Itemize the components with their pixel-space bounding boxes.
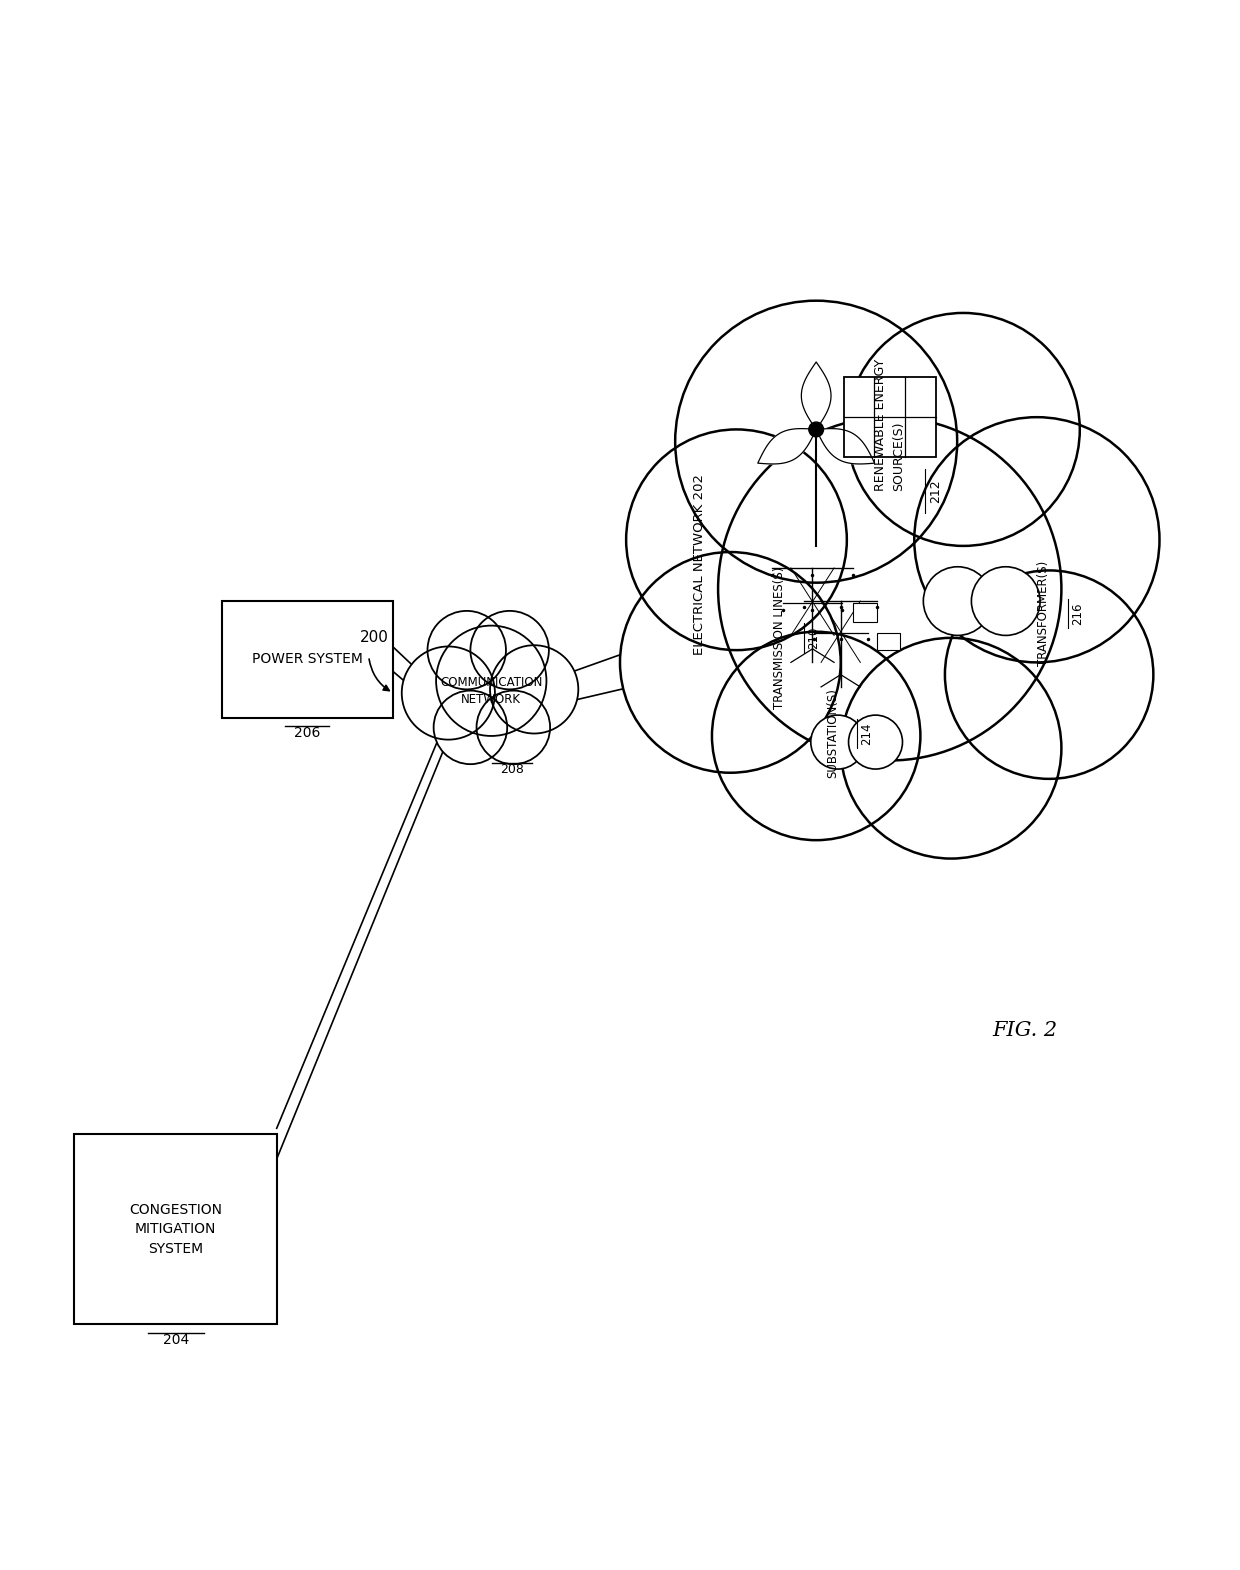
Text: COMMUNICATION
NETWORK: COMMUNICATION NETWORK <box>440 675 542 705</box>
Circle shape <box>848 714 903 769</box>
Circle shape <box>620 553 841 772</box>
Polygon shape <box>758 429 816 465</box>
Circle shape <box>847 312 1080 546</box>
Text: SUBSTATION(S): SUBSTATION(S) <box>826 689 839 779</box>
Text: 206: 206 <box>294 727 320 739</box>
FancyBboxPatch shape <box>74 1135 277 1325</box>
Circle shape <box>712 631 920 840</box>
Circle shape <box>808 422 823 436</box>
Text: RENEWABLE ENERGY
SOURCE(S): RENEWABLE ENERGY SOURCE(S) <box>874 358 905 491</box>
FancyBboxPatch shape <box>222 601 393 717</box>
Circle shape <box>811 714 864 769</box>
Circle shape <box>470 611 549 689</box>
Circle shape <box>914 418 1159 663</box>
FancyBboxPatch shape <box>843 377 936 457</box>
Circle shape <box>402 647 495 739</box>
Polygon shape <box>816 429 874 465</box>
FancyBboxPatch shape <box>878 633 899 650</box>
Text: 200: 200 <box>361 631 389 645</box>
Circle shape <box>924 567 992 636</box>
Text: 208: 208 <box>500 763 525 776</box>
Circle shape <box>434 691 507 765</box>
Text: 212: 212 <box>929 479 942 502</box>
Text: TRANSFORMER(S): TRANSFORMER(S) <box>1037 560 1050 666</box>
Circle shape <box>841 637 1061 859</box>
Circle shape <box>945 570 1153 779</box>
Text: 204: 204 <box>162 1333 190 1347</box>
Circle shape <box>718 418 1061 760</box>
Circle shape <box>675 301 957 582</box>
Circle shape <box>971 567 1040 636</box>
Text: ELECTRICAL NETWORK 202: ELECTRICAL NETWORK 202 <box>693 474 707 655</box>
Text: 214: 214 <box>861 722 873 744</box>
Text: POWER SYSTEM: POWER SYSTEM <box>252 652 363 666</box>
Circle shape <box>476 691 551 765</box>
Circle shape <box>428 611 506 689</box>
Text: 210: 210 <box>807 626 821 648</box>
Text: TRANSMISSION LINES(S): TRANSMISSION LINES(S) <box>774 567 786 710</box>
Text: FIG. 2: FIG. 2 <box>992 1020 1058 1039</box>
Text: CONGESTION
MITIGATION
SYSTEM: CONGESTION MITIGATION SYSTEM <box>129 1203 222 1256</box>
Circle shape <box>490 645 578 733</box>
Circle shape <box>626 430 847 650</box>
Polygon shape <box>801 363 831 430</box>
Text: 216: 216 <box>1071 601 1084 625</box>
Circle shape <box>436 625 547 736</box>
FancyBboxPatch shape <box>853 603 877 622</box>
